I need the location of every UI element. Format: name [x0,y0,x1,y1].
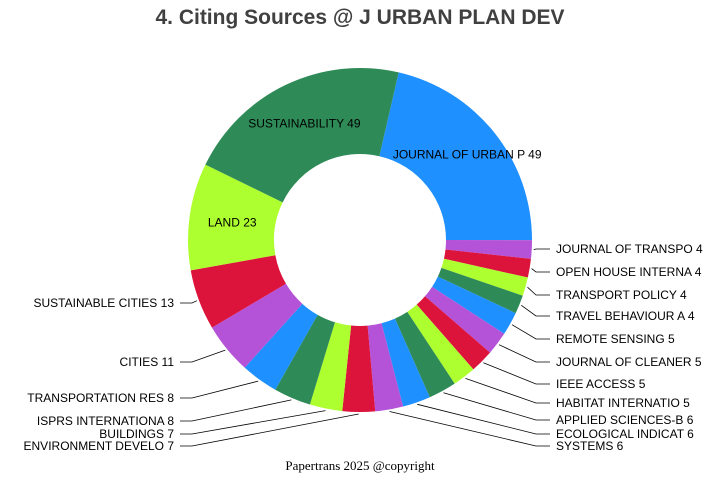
leader-line-isprs-internationa [180,399,292,422]
slice-label-land: LAND 23 [208,215,257,229]
leader-line-journal-of-cleaner [498,344,550,363]
slice-applied-sciences-b [394,311,455,398]
leader-line-environment-develo [180,413,359,447]
leader-line-ecological-indicat [417,403,550,435]
slice-label-transportation-res: TRANSPORTATION RES 8 [27,391,174,405]
slice-label-travel-behaviour-a: TRAVEL BEHAVIOUR A 4 [556,309,695,323]
slice-environment-develo [342,325,376,412]
slice-remote-sensing [432,276,516,334]
slice-journal-of-transpo [445,240,532,259]
slice-sustainability [205,68,399,203]
slice-cities [211,283,303,368]
slice-transportation-res [244,303,318,390]
slice-label-ieee-access: IEEE ACCESS 5 [556,377,646,391]
leader-line-applied-sciences-b [443,392,550,421]
slice-isprs-internationa [275,314,335,405]
slice-label-open-house-interna: OPEN HOUSE INTERNA 4 [556,265,702,279]
leader-line-remote-sensing [511,324,550,340]
slice-travel-behaviour-a [437,267,523,314]
slice-transport-policy [441,258,528,296]
slice-label-remote-sensing: REMOTE SENSING 5 [556,332,675,346]
slice-journal-of-urban-p [379,72,532,241]
slice-open-house-interna [443,249,531,278]
leader-line-travel-behaviour-a [521,304,550,317]
leader-line-open-house-interna [531,268,550,273]
slice-label-isprs-internationa: ISPRS INTERNATIONA 8 [37,414,174,428]
slice-habitat-internatio [407,304,474,384]
footer-copyright: Papertrans 2025 @copyright [285,458,435,473]
slice-label-buildings: BUILDINGS 7 [99,427,174,441]
slice-label-habitat-internatio: HABITAT INTERNATIO 5 [556,396,690,410]
leader-line-buildings [180,410,326,435]
slice-label-sustainability: SUSTAINABILITY 49 [248,117,361,131]
slice-ecological-indicat [381,318,430,407]
slice-label-journal-of-cleaner: JOURNAL OF CLEANER 5 [556,355,702,369]
slice-label-ecological-indicat: ECOLOGICAL INDICAT 6 [556,427,694,441]
slice-label-journal-of-urban-p: JOURNAL OF URBAN P 49 [393,148,542,162]
chart-title: 4. Citing Sources @ J URBAN PLAN DEV [155,6,565,29]
leader-line-journal-of-transpo [533,248,550,250]
slice-label-systems: SYSTEMS 6 [556,439,624,453]
slice-label-journal-of-transpo: JOURNAL OF TRANSPO 4 [556,242,703,256]
leader-line-systems [389,411,550,447]
leader-line-ieee-access [483,362,550,385]
leader-line-transportation-res [180,380,259,399]
slice-label-cities: CITIES 11 [120,355,175,369]
donut-labels: JOURNAL OF URBAN P 49 JOURNAL OF TRANSPO … [24,117,704,453]
slice-label-applied-sciences-b: APPLIED SCIENCES-B 6 [556,413,694,427]
slice-systems [367,323,404,412]
slice-land [187,164,283,271]
leader-line-habitat-internatio [465,378,550,404]
leader-line-transport-policy [527,286,550,296]
donut-slices [187,68,532,412]
slice-label-sustainable-cities: SUSTAINABLE CITIES 13 [34,296,175,310]
slice-ieee-access [416,296,490,370]
slice-buildings [309,322,352,412]
leader-line-cities [180,349,226,363]
slice-label-transport-policy: TRANSPORT POLICY 4 [556,288,687,302]
slice-label-environment-develo: ENVIRONMENT DEVELO 7 [24,439,175,453]
slice-journal-of-cleaner [425,286,505,353]
slice-sustainable-cities [190,255,286,328]
leader-line-sustainable-cities [180,300,198,304]
